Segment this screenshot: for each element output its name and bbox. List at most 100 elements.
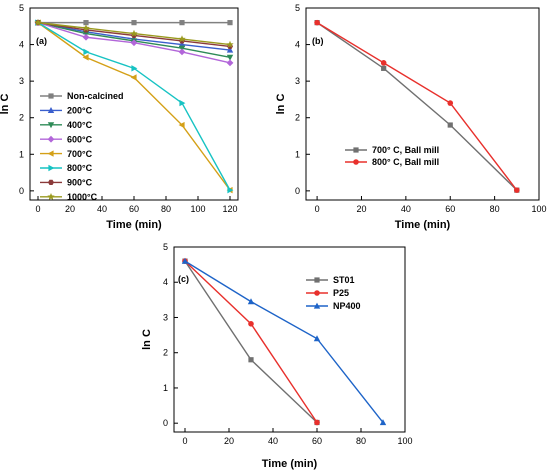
y-tick-label: 3 <box>295 76 300 86</box>
y-tick-label: 0 <box>19 186 24 196</box>
x-tick-label: 60 <box>445 204 455 214</box>
panel-label: (c) <box>178 274 189 284</box>
data-point <box>227 186 234 194</box>
legend-marker <box>353 159 359 165</box>
x-tick-label: 60 <box>312 436 322 446</box>
data-point <box>178 121 185 129</box>
x-tick-label: 0 <box>182 436 187 446</box>
data-point <box>227 20 233 26</box>
y-tick-label: 1 <box>163 383 168 393</box>
data-point <box>34 18 42 26</box>
data-point <box>381 65 387 71</box>
x-tick-label: 80 <box>490 204 500 214</box>
x-tick-label: 40 <box>268 436 278 446</box>
data-point <box>314 419 320 426</box>
legend-label: 700°C <box>67 149 93 159</box>
legend-marker <box>353 147 359 153</box>
data-point <box>130 39 138 47</box>
plot-frame <box>305 7 540 201</box>
series-line-1 <box>184 260 318 423</box>
data-point <box>379 419 387 426</box>
legend-label: 600°C <box>67 134 93 144</box>
panel-label: (a) <box>36 36 47 46</box>
x-axis-label: Time (min) <box>106 219 162 231</box>
legend-marker <box>47 135 55 143</box>
legend-marker <box>313 302 321 309</box>
y-tick-label: 5 <box>163 242 168 252</box>
y-tick-label: 2 <box>19 113 24 123</box>
legend-marker <box>48 93 54 99</box>
data-point <box>82 54 89 61</box>
data-point <box>130 29 138 37</box>
y-tick-label: 4 <box>19 40 24 50</box>
legend-label: 1000°C <box>67 192 98 202</box>
x-tick-label: 80 <box>356 436 366 446</box>
x-tick-label: 80 <box>161 204 171 214</box>
y-tick-label: 1 <box>19 149 24 159</box>
legend-label: 800°C <box>67 163 93 173</box>
data-point <box>380 60 387 66</box>
x-axis-label: Time (min) <box>395 219 451 231</box>
data-point <box>314 19 320 26</box>
legend-marker <box>47 107 55 113</box>
x-tick-label: 20 <box>65 204 75 214</box>
x-axis-label: Time (min) <box>262 458 318 470</box>
data-point <box>248 321 254 327</box>
data-point <box>226 40 234 48</box>
data-point <box>83 48 90 56</box>
legend-label: 800° C, Ball mill <box>372 157 439 167</box>
y-axis-label: ln C <box>141 329 153 350</box>
y-axis-label: ln C <box>275 94 287 115</box>
data-point <box>226 59 234 67</box>
chart-panel-0: 0 20 40 60 80 100 120 0 1 2 3 4 5 Time (min) ln C (a) No… <box>0 3 239 231</box>
data-point <box>226 46 234 53</box>
legend-marker <box>314 290 320 296</box>
data-point <box>247 298 255 305</box>
x-tick-label: 100 <box>531 204 546 214</box>
panel-label: (b) <box>312 36 324 46</box>
x-tick-label: 100 <box>190 204 205 214</box>
legend-label: ST01 <box>333 275 355 285</box>
y-tick-label: 3 <box>163 312 168 322</box>
legend-marker <box>314 277 320 283</box>
x-tick-label: 100 <box>397 436 412 446</box>
data-point <box>178 35 186 43</box>
y-tick-label: 5 <box>295 3 300 13</box>
y-tick-label: 4 <box>295 40 300 50</box>
data-point <box>130 74 137 81</box>
y-tick-label: 1 <box>295 149 300 159</box>
y-tick-label: 0 <box>163 418 168 428</box>
data-point <box>131 65 138 72</box>
x-tick-label: 60 <box>129 204 139 214</box>
legend-marker <box>47 150 54 157</box>
data-point <box>82 24 90 32</box>
data-point <box>82 33 90 41</box>
legend-marker <box>47 122 55 129</box>
legend-label: P25 <box>333 288 349 298</box>
y-tick-label: 5 <box>19 3 24 13</box>
chart-panel-2: 0 20 40 60 80 100 0 1 2 3 4 5 Time (min) ln C (c) ST01 P… <box>141 242 413 470</box>
data-point <box>447 100 454 106</box>
data-point <box>514 187 520 193</box>
data-point <box>248 357 254 363</box>
data-point <box>178 48 186 56</box>
legend-label: 400°C <box>67 120 93 130</box>
legend-label: NP400 <box>333 301 361 311</box>
legend-label: Non-calcined <box>67 91 124 101</box>
data-point <box>313 335 321 342</box>
y-tick-label: 3 <box>19 76 24 86</box>
legend-marker <box>48 179 54 185</box>
y-tick-label: 2 <box>163 348 168 358</box>
data-point <box>226 54 234 61</box>
x-tick-label: 0 <box>35 204 40 214</box>
series-line-2 <box>184 260 384 423</box>
series-line-0 <box>184 260 318 423</box>
data-point <box>179 20 185 26</box>
chart-panel-1: 0 20 40 60 80 100 0 1 2 3 4 5 Time (min) ln C (b) 700° … <box>275 3 547 231</box>
x-tick-label: 120 <box>222 204 237 214</box>
y-tick-label: 4 <box>163 277 168 287</box>
legend-marker <box>47 193 55 200</box>
data-point <box>447 122 453 128</box>
y-tick-label: 2 <box>295 113 300 123</box>
